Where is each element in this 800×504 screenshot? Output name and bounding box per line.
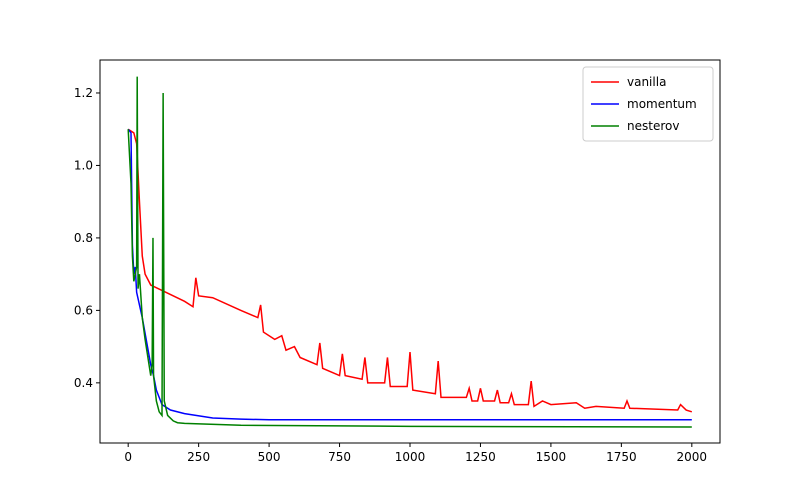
x-tick-label: 750 [328, 450, 351, 464]
y-tick-label: 0.6 [74, 303, 93, 317]
series-line [127, 128, 692, 421]
legend-label: vanilla [627, 75, 666, 89]
plot-frame [99, 59, 721, 444]
x-tick-label: 1250 [465, 450, 496, 464]
x-tick-label: 2000 [677, 450, 708, 464]
y-tick-label: 1.2 [74, 86, 93, 100]
x-tick-label: 0 [124, 450, 132, 464]
y-tick-label: 0.8 [74, 231, 93, 245]
legend-label: nesterov [627, 119, 679, 133]
x-tick-label: 250 [187, 450, 210, 464]
legend-label: momentum [627, 97, 697, 111]
y-tick-label: 1.0 [74, 158, 93, 172]
legend-box [582, 66, 714, 142]
series-line [127, 128, 693, 413]
series-line [127, 76, 692, 428]
x-tick-label: 1500 [536, 450, 567, 464]
x-tick-label: 500 [258, 450, 281, 464]
x-tick-label: 1000 [395, 450, 426, 464]
y-tick-label: 0.4 [74, 376, 93, 390]
x-tick-label: 1750 [606, 450, 637, 464]
